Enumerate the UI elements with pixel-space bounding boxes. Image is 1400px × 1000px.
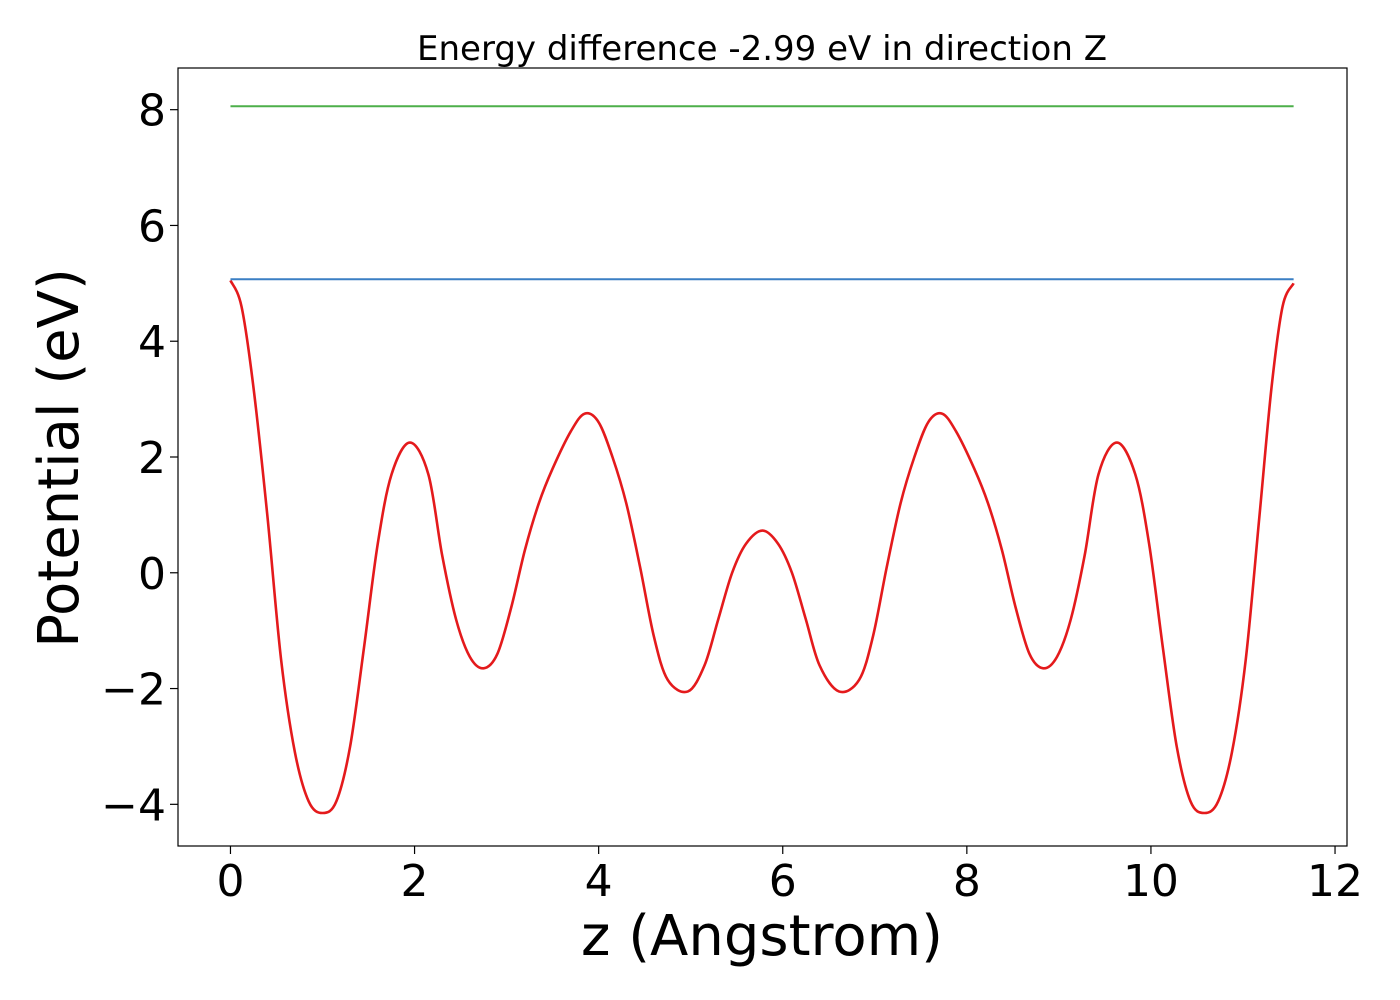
y-tick-label: −2 [101,665,166,716]
y-tick-label: 0 [138,549,166,600]
y-tick-label: 4 [138,317,166,368]
x-tick-label: 8 [953,856,981,907]
y-tick-label: −4 [101,780,166,831]
x-tick-label: 0 [216,856,244,907]
y-tick-label: 6 [138,201,166,252]
x-tick-label: 10 [1123,856,1179,907]
series-layer [229,105,1295,815]
x-axis: 0 2 4 6 8 10 12 [216,846,1363,907]
chart-title: Energy difference -2.99 eV in direction … [417,29,1107,69]
x-tick-label: 4 [585,856,613,907]
x-tick-label: 12 [1307,856,1363,907]
x-tick-label: 2 [401,856,429,907]
x-tick-label: 6 [769,856,797,907]
y-tick-label: 2 [138,433,166,484]
y-axis-label: Potential (eV) [27,268,92,648]
y-tick-label: 8 [138,86,166,137]
y-axis: −4 −2 0 2 4 6 8 [101,86,178,831]
series-line-potential [229,279,1295,815]
x-axis-label: z (Angstrom) [581,904,943,969]
